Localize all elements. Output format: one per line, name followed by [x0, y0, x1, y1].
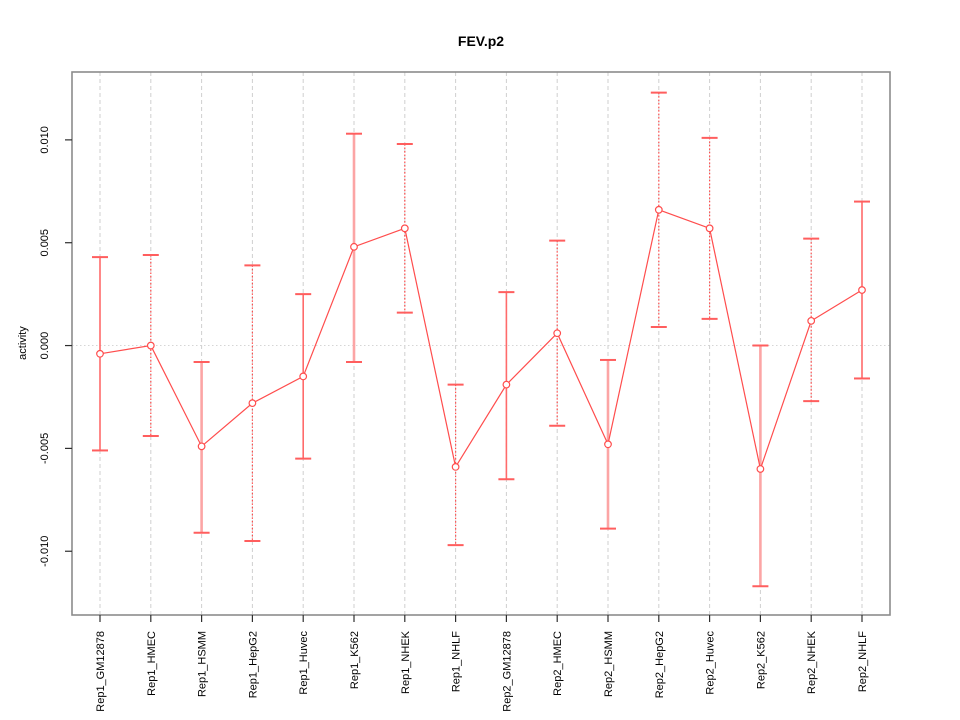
- x-tick-label: Rep1_NHEK: [400, 630, 412, 694]
- chart-title: FEV.p2: [458, 33, 504, 49]
- data-point: [858, 286, 866, 294]
- error-bar: [701, 136, 718, 320]
- x-tick-label: Rep1_K562: [349, 631, 361, 689]
- data-point: [451, 463, 460, 471]
- data-point: [654, 205, 663, 214]
- data-point: [553, 329, 562, 338]
- y-tick-label: 0.000: [39, 332, 51, 360]
- data-point: [248, 399, 257, 408]
- gridlines-layer: [72, 72, 890, 615]
- y-tick-label: 0.010: [39, 126, 51, 154]
- y-tick-label: -0.005: [39, 433, 51, 464]
- data-point: [96, 349, 104, 358]
- data-point: [197, 442, 206, 451]
- series-line: [99, 209, 863, 472]
- x-tick-label: Rep1_Huvec: [298, 631, 310, 695]
- plot-border: [71, 71, 891, 616]
- x-tick-label: Rep1_GM12878: [95, 631, 107, 712]
- data-point: [350, 242, 358, 251]
- x-tick-label: Rep2_HMEC: [552, 631, 564, 696]
- data-point: [502, 380, 511, 389]
- data-point: [146, 341, 155, 350]
- series-layer: [96, 205, 866, 473]
- x-tick-label: Rep1_NHLF: [451, 631, 463, 692]
- y-axis-title: activity: [17, 326, 29, 360]
- error-bar: [549, 239, 566, 427]
- error-bar: [650, 91, 667, 329]
- x-tick-label: Rep2_NHEK: [806, 630, 818, 694]
- error-bars-layer: [92, 91, 870, 588]
- data-point: [756, 465, 765, 473]
- data-point: [400, 224, 409, 233]
- data-point: [299, 372, 308, 381]
- x-tick-label: Rep2_NHLF: [857, 631, 869, 692]
- y-tick-label: -0.010: [39, 536, 51, 567]
- x-tick-label: Rep2_GM12878: [501, 631, 513, 712]
- y-tick-label: 0.005: [39, 229, 51, 257]
- x-tick-label: Rep2_K562: [755, 631, 767, 689]
- error-bar: [447, 383, 464, 547]
- error-bar: [142, 254, 159, 438]
- x-tick-label: Rep1_HepG2: [247, 631, 259, 698]
- x-tick-label: Rep1_HMEC: [146, 631, 158, 696]
- data-point: [807, 316, 816, 325]
- x-tick-label: Rep2_HepG2: [654, 631, 666, 698]
- data-point: [604, 440, 612, 449]
- x-tick-label: Rep2_Huvec: [705, 631, 717, 695]
- axes-layer: -0.010 -0.005 0.000 0.005 0.010 Rep1_GM12878 R…: [39, 71, 891, 712]
- data-point: [705, 224, 714, 233]
- x-tick-label: Rep2_HSMM: [603, 631, 615, 697]
- x-tick-label: Rep1_HSMM: [197, 631, 209, 697]
